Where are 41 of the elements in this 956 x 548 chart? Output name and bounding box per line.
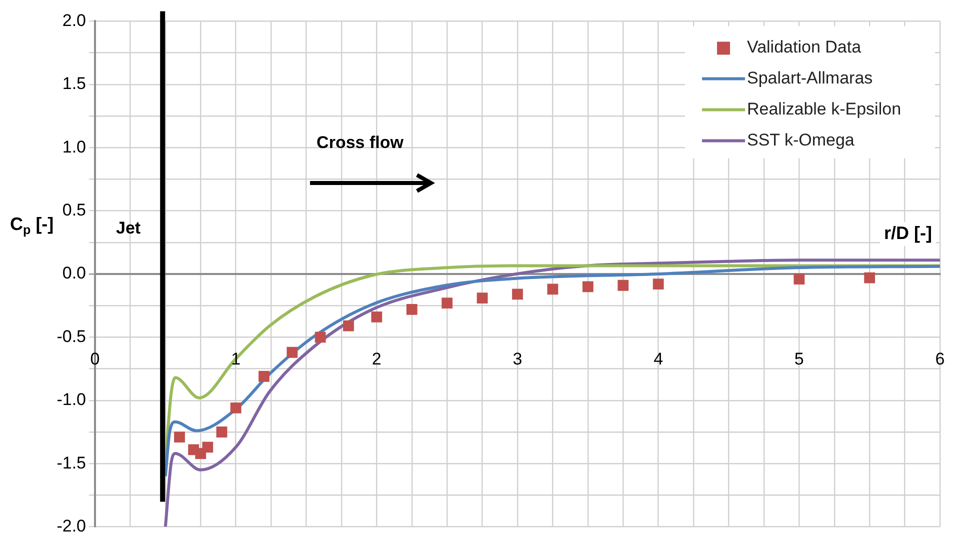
- y-tick-label: -0.5: [56, 326, 86, 346]
- point: [794, 274, 805, 285]
- point: [343, 320, 354, 332]
- point: [476, 292, 488, 304]
- x-tick-label: 5: [794, 350, 804, 369]
- x-tick-label: 3: [512, 350, 522, 369]
- y-tick-label: -1.0: [56, 390, 86, 410]
- point: [216, 426, 228, 438]
- point: [286, 346, 298, 358]
- y-tick-label: 0.5: [62, 200, 86, 220]
- point: [512, 288, 523, 300]
- x-tick-label: 4: [654, 350, 664, 369]
- point: [230, 402, 242, 414]
- x-axis-title: r/D [-]: [884, 222, 932, 243]
- y-tick-label: 2.0: [62, 10, 86, 30]
- y-tick-label: -1.5: [56, 453, 86, 472]
- point: [652, 278, 664, 290]
- point: [314, 332, 326, 343]
- point: [864, 272, 876, 284]
- point: [258, 370, 270, 382]
- x-tick-label: 2: [372, 350, 382, 369]
- y-tick-label: 1.0: [62, 137, 86, 156]
- annotation: Cross flow: [316, 132, 404, 152]
- point: [582, 281, 594, 292]
- y-tick-label: 1.5: [62, 74, 86, 94]
- legend-label: SST k-Omega: [747, 130, 855, 150]
- point: [547, 284, 558, 295]
- ref-line-label: Jet: [116, 218, 141, 238]
- point: [174, 432, 185, 443]
- x-tick-label: 6: [935, 350, 945, 369]
- point: [618, 280, 629, 291]
- point: [442, 298, 453, 309]
- x-tick-label: 0: [90, 350, 100, 369]
- legend-label: Validation Data: [747, 37, 862, 56]
- point: [371, 312, 382, 322]
- point: [202, 442, 214, 453]
- y-tick-label: -2.0: [56, 516, 86, 536]
- y-tick-label: 0.0: [62, 264, 86, 283]
- point: [406, 304, 418, 315]
- legend-label: Spalart-Allmaras: [747, 68, 873, 88]
- legend-label: Realizable k-Epsilon: [747, 99, 902, 118]
